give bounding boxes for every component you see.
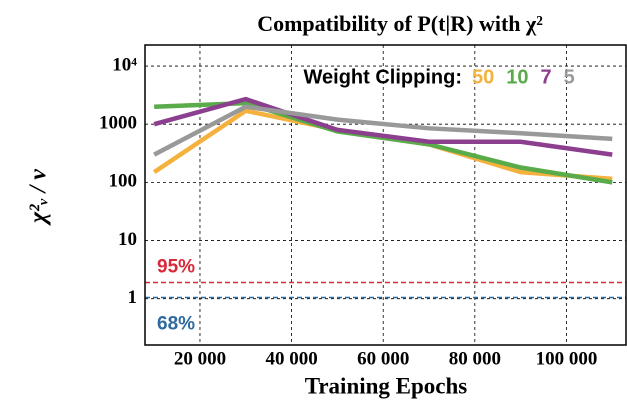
- series-line: [153, 96, 613, 157]
- plot-frame: [144, 44, 627, 346]
- y-axis-label: χ²ᵥ / ν: [26, 169, 52, 226]
- x-tick-label: 100 000: [536, 348, 598, 369]
- chart-title: Compatibility of P(t|R) with χ²: [257, 11, 543, 36]
- legend-entry: 50: [472, 66, 494, 88]
- x-tick-label: 20 000: [174, 348, 226, 369]
- y-tick-label: 10⁴: [112, 54, 137, 75]
- legend-entry: 5: [564, 66, 575, 88]
- x-tick-label: 80 000: [449, 348, 501, 369]
- reference-label: 68%: [157, 313, 195, 334]
- x-tick-label: 60 000: [357, 348, 409, 369]
- legend-entry: 10: [506, 66, 528, 88]
- y-tick-label: 1: [128, 287, 138, 308]
- legend-entry: 7: [541, 66, 552, 88]
- y-tick-label: 1000: [99, 113, 137, 134]
- x-axis-label: Training Epochs: [305, 373, 468, 398]
- legend-title: Weight Clipping:: [304, 66, 463, 88]
- reference-label: 95%: [157, 257, 195, 278]
- y-tick-label: 100: [109, 171, 138, 192]
- series-line: [153, 104, 613, 157]
- y-tick-label: 10: [118, 229, 137, 250]
- x-tick-label: 40 000: [265, 348, 317, 369]
